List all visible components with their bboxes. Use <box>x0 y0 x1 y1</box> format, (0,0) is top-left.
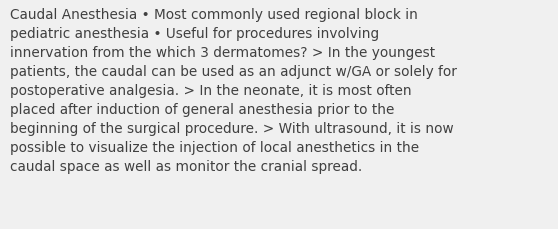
Text: Caudal Anesthesia • Most commonly used regional block in
pediatric anesthesia • : Caudal Anesthesia • Most commonly used r… <box>10 8 457 173</box>
